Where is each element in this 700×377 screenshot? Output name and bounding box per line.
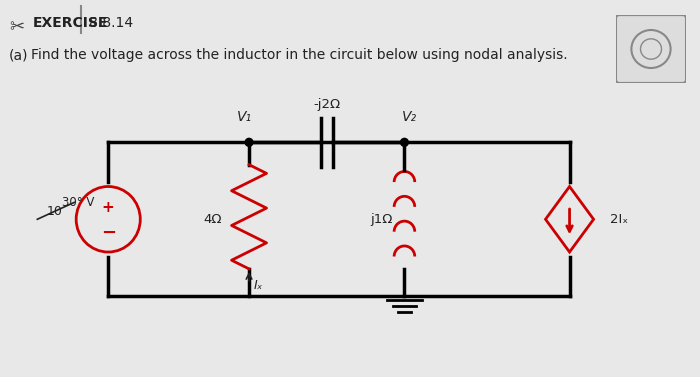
- Circle shape: [400, 138, 408, 146]
- Text: Iₓ: Iₓ: [254, 279, 263, 292]
- Text: ✂: ✂: [9, 18, 25, 36]
- Text: −: −: [101, 224, 116, 242]
- Text: 10: 10: [47, 205, 63, 218]
- Text: +: +: [102, 200, 115, 215]
- Text: 8.8.14: 8.8.14: [89, 16, 133, 30]
- Text: -j2Ω: -j2Ω: [313, 98, 340, 110]
- Text: 30° V: 30° V: [62, 196, 94, 209]
- Text: V₁: V₁: [237, 110, 252, 124]
- Text: 2Iₓ: 2Iₓ: [610, 213, 629, 226]
- Text: 4Ω: 4Ω: [204, 213, 222, 226]
- Text: Find the voltage across the inductor in the circuit below using nodal analysis.: Find the voltage across the inductor in …: [31, 48, 567, 62]
- FancyBboxPatch shape: [616, 15, 686, 83]
- Text: EXERCISE: EXERCISE: [32, 16, 108, 30]
- Text: (a): (a): [9, 48, 29, 62]
- Text: V₂: V₂: [402, 110, 417, 124]
- Text: j1Ω: j1Ω: [370, 213, 393, 226]
- Circle shape: [245, 138, 253, 146]
